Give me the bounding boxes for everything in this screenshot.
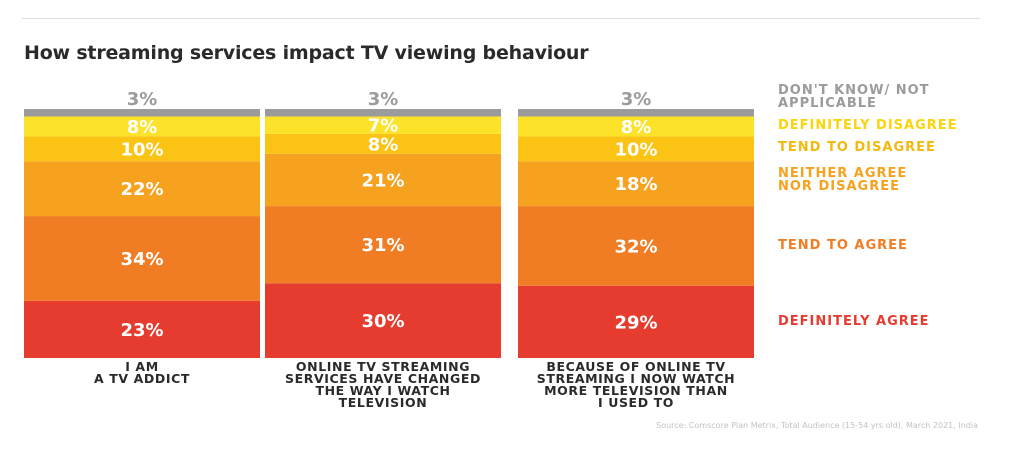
legend-item-3: NEITHER AGREE NOR DISAGREE xyxy=(778,166,908,194)
bar-segment-3-4 xyxy=(518,136,754,162)
bar-segment-3-5 xyxy=(518,116,754,137)
bar-value-label-2-2: 31% xyxy=(361,235,404,256)
bar-value-label-3-4: 10% xyxy=(614,139,657,160)
bar-segment-1-1 xyxy=(24,300,260,358)
bar-value-label-1-2: 34% xyxy=(120,249,163,270)
bar-value-label-2-4: 8% xyxy=(368,134,399,155)
bar-segment-1-5 xyxy=(24,116,260,137)
bar-value-label-1-3: 22% xyxy=(120,179,163,200)
legend-item-1: DEFINITELY AGREE xyxy=(778,314,930,329)
bar-value-label-2-1: 30% xyxy=(361,311,404,332)
bar-segment-2-5 xyxy=(265,116,501,134)
bar-segment-2-1 xyxy=(265,283,501,358)
bar-segment-3-2 xyxy=(518,206,754,286)
legend-item-2: TEND TO AGREE xyxy=(778,238,908,253)
bar-segment-1-4 xyxy=(24,136,260,162)
bar-segment-3-3 xyxy=(518,161,754,207)
bar-value-label-3-5: 8% xyxy=(621,117,652,138)
bar-value-label-3-6: 3% xyxy=(621,89,652,110)
top-divider xyxy=(22,18,980,19)
bar-segment-1-6 xyxy=(24,109,260,117)
bar-segment-2-4 xyxy=(265,133,501,154)
category-label-3: BECAUSE OF ONLINE TV STREAMING I NOW WAT… xyxy=(536,359,736,410)
bar-segment-2-3 xyxy=(265,153,501,207)
bar-segment-2-2 xyxy=(265,206,501,284)
chart-title: How streaming services impact TV viewing… xyxy=(24,42,589,64)
category-label-1: I AM A TV ADDICT xyxy=(94,359,190,386)
bar-value-label-2-3: 21% xyxy=(361,170,404,191)
bar-value-label-1-4: 10% xyxy=(120,139,163,160)
bar-segment-1-3 xyxy=(24,161,260,217)
legend-item-4: TEND TO DISAGREE xyxy=(778,140,936,155)
bar-value-label-1-6: 3% xyxy=(127,89,158,110)
bar-value-label-3-2: 32% xyxy=(614,236,657,257)
bar-segment-3-1 xyxy=(518,285,754,358)
category-label-2: ONLINE TV STREAMING SERVICES HAVE CHANGE… xyxy=(285,359,481,410)
bar-value-label-3-3: 18% xyxy=(614,174,657,195)
source-note: Source: Comscore Plan Metrix, Total Audi… xyxy=(656,421,978,430)
bar-value-label-1-5: 8% xyxy=(127,117,158,138)
legend-item-6: DON'T KNOW/ NOT APPLICABLE xyxy=(778,83,930,111)
bar-segment-3-6 xyxy=(518,109,754,117)
bar-segment-2-6 xyxy=(265,109,501,117)
bar-value-label-2-6: 3% xyxy=(368,89,399,110)
legend-item-5: DEFINITELY DISAGREE xyxy=(778,118,958,133)
bar-segment-1-2 xyxy=(24,216,260,301)
bar-value-label-3-1: 29% xyxy=(614,312,657,333)
bar-value-label-1-1: 23% xyxy=(120,320,163,341)
bar-value-label-2-5: 7% xyxy=(368,116,399,137)
